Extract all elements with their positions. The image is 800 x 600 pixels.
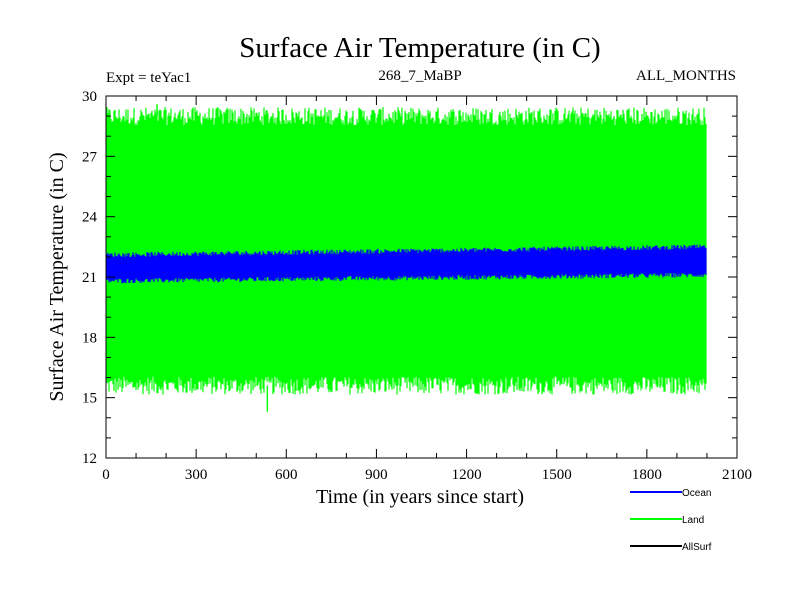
x-tick-label: 1500 (542, 467, 572, 483)
chart-title: Surface Air Temperature (in C) (239, 32, 600, 64)
y-tick-label: 12 (82, 451, 97, 467)
x-tick-label: 2100 (722, 467, 752, 483)
legend-label-ocean: Ocean (682, 488, 711, 499)
legend-label-allsurf: AllSurf (682, 542, 712, 553)
legend: Ocean Land AllSurf (630, 488, 712, 553)
series-ocean (106, 244, 707, 284)
x-tick-label: 900 (365, 467, 388, 483)
legend-label-land: Land (682, 515, 704, 526)
x-tick-label: 300 (185, 467, 208, 483)
y-axis-label: Surface Air Temperature (in C) (46, 152, 68, 401)
y-tick-label: 15 (82, 391, 97, 407)
x-axis-label: Time (in years since start) (316, 486, 524, 508)
y-tick-label: 18 (82, 330, 97, 346)
y-tick-label: 27 (82, 149, 98, 165)
x-tick-label: 1800 (632, 467, 662, 483)
months-label: ALL_MONTHS (636, 68, 736, 84)
period-label: 268_7_MaBP (378, 68, 461, 84)
x-tick-label: 1200 (452, 467, 482, 483)
y-tick-label: 24 (82, 210, 98, 226)
y-tick-label: 21 (82, 270, 97, 286)
y-tick-label: 30 (82, 89, 97, 105)
x-tick-label: 600 (275, 467, 298, 483)
experiment-label: Expt = teYac1 (106, 70, 191, 86)
x-tick-label: 0 (102, 467, 110, 483)
